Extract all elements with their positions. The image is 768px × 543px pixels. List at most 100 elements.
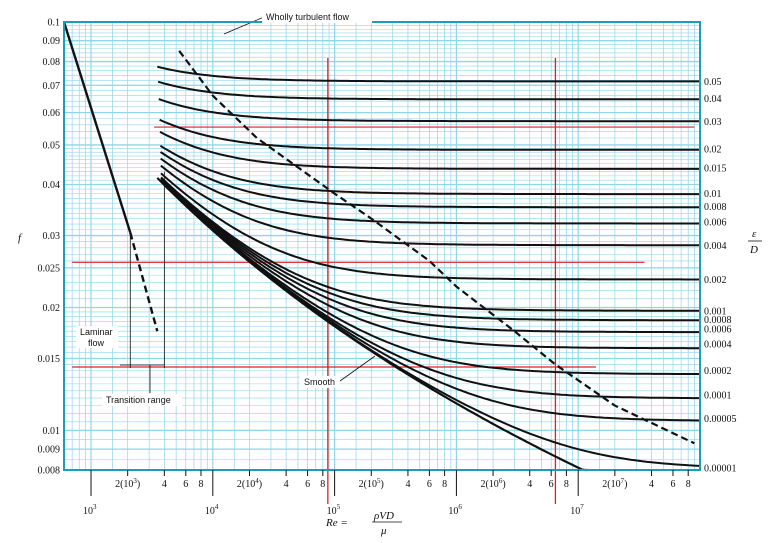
x-sub-label: 6 [183,479,188,490]
roughness-label: 0.0008 [704,315,732,326]
x-sub-label: 4 [527,479,532,490]
x-sub-label: 8 [320,479,325,490]
x-sub-label: 2(103) [115,477,140,490]
roughness-label: 0.001 [704,307,727,318]
roughness-label: 0.008 [704,202,727,213]
y-axis-label: f [18,232,23,244]
x-decade-label: 106 [448,503,462,517]
y-tick-label: 0.02 [43,303,61,314]
smooth-label: Smooth [304,377,335,387]
y-tick-label: 0.06 [43,108,61,119]
wholly-turbulent-line [178,50,695,445]
x-sub-label: 4 [284,479,289,490]
x-sub-label: 2(107) [602,477,627,490]
x-sub-label: 6 [305,479,310,490]
x-decade-label: 103 [83,503,97,517]
roughness-curve [160,178,700,334]
tick-labels: 0.1 0.09 0.08 0.07 0.06 0.05 0.04 0.03 0.025 0.02… [38,18,737,518]
y-tick-label: 0.09 [43,36,61,47]
y-tick-label: 0.025 [38,263,61,274]
roughness-label: 0.00005 [704,414,737,425]
x-decade-label: 104 [205,503,219,517]
roughness-curve [159,131,700,170]
x-sub-label: 8 [199,479,204,490]
x-sub-label: 8 [564,479,569,490]
roughness-curve [160,157,700,225]
smooth-leader [339,355,376,382]
x-sub-label: 8 [442,479,447,490]
roughness-curve [159,118,700,151]
x-sub-label: 8 [686,479,691,490]
axis-labels: f Re = ρVD μ ε D [18,228,762,537]
annotations: Wholly turbulent flow Laminar flow Trans… [76,10,372,406]
reference-lines [72,58,695,504]
laminar-line-dashed [129,232,159,332]
roughness-label: 0.004 [704,241,727,252]
y-tick-label: 0.03 [43,231,61,242]
smooth-label-bg [300,376,340,388]
y-tick-label: 0.05 [43,140,61,151]
laminar-line [62,21,132,233]
roughness-label: 0.015 [704,164,727,175]
roughness-curve [157,80,700,101]
y-tick-label: 0.04 [43,180,61,191]
x-sub-label: 2(104) [237,477,262,490]
x-sub-label: 4 [405,479,410,490]
wholly-turbulent-leader [223,16,265,35]
y-tick-label: 0.1 [48,18,61,29]
plot-frame [63,21,701,471]
right-axis-label-denominator: D [749,244,758,256]
roughness-curve [160,180,701,422]
roughness-label: 0.0006 [704,325,732,336]
x-sub-label: 4 [649,479,654,490]
roughness-label: 0.0004 [704,339,732,350]
wholly-turbulent-label-bg [262,10,372,23]
wholly-turbulent-label: Wholly turbulent flow [266,12,350,22]
roughness-label: 0.002 [704,275,727,286]
transition-label: Transition range [106,395,171,405]
x-decade-label: 107 [570,503,584,517]
right-axis-label-numerator: ε [752,228,757,240]
plot-border [63,21,701,471]
roughness-curve [160,180,701,376]
roughness-label: 0.03 [704,117,722,128]
transition-label-bg [102,394,182,406]
roughness-label: 0.04 [704,94,722,105]
roughness-curve [159,151,700,209]
roughness-label: 0.01 [704,189,722,200]
y-tick-label: 0.08 [43,57,61,68]
roughness-curve [157,65,700,83]
y-tick-label: 0.008 [38,466,61,477]
x-axis-label-denominator: μ [380,525,387,537]
x-sub-label: 4 [162,479,167,490]
roughness-label: 0.0002 [704,366,732,377]
y-tick-label: 0.07 [43,81,61,92]
x-sub-label: 6 [427,479,432,490]
roughness-curve [160,176,700,312]
roughness-curve [160,177,700,322]
series-curves [62,16,701,472]
roughness-curve [160,172,700,281]
laminar-label-line1: Laminar [80,327,113,337]
roughness-label: 0.05 [704,77,722,88]
y-tick-label: 0.009 [38,445,61,456]
roughness-label: 0.0001 [704,391,732,402]
y-tick-label: 0.01 [43,426,61,437]
roughness-curve [158,98,700,123]
smooth-pipe-curve [156,177,588,472]
roughness-curve [160,164,700,247]
x-axis-label: Re = [325,517,348,529]
roughness-label: 0.02 [704,144,722,155]
x-sub-label: 2(105) [359,477,384,490]
roughness-curve [159,144,700,196]
roughness-curve [160,179,700,350]
laminar-label-bg [76,326,118,348]
x-sub-label: 6 [670,479,675,490]
x-sub-label: 2(106) [480,477,505,490]
roughness-label: 0.00001 [704,463,737,474]
roughness-curve [160,180,700,400]
x-decade-label: 105 [327,503,341,517]
y-tick-label: 0.015 [38,354,61,365]
